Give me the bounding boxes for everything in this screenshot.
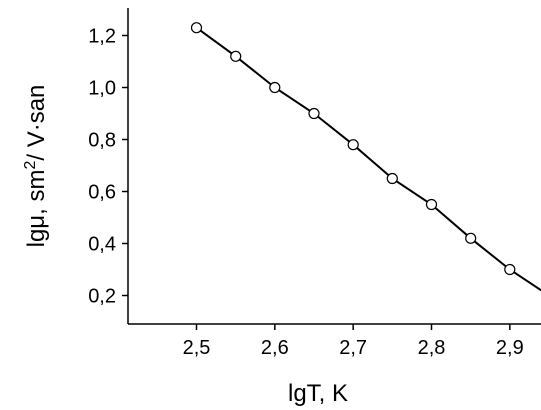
y-tick-label: 0,4 (88, 234, 116, 256)
chart-ticks: 2,5 2,6 2,7 2,8 2,9 0,2 0,4 0,6 0,8 1,0 1,2 (88, 26, 524, 360)
data-point (465, 232, 477, 244)
y-tick-label: 0,2 (88, 286, 116, 308)
x-tick-label: 2,5 (183, 337, 211, 359)
y-axis-title-superscript: 2 (22, 161, 39, 170)
x-tick-label: 2,8 (418, 337, 446, 359)
y-tick-label: 1,0 (88, 78, 116, 100)
y-axis-title: lgμ, sm2/ V·san (22, 85, 50, 248)
x-tick-label: 2,6 (261, 337, 289, 359)
x-tick-label: 2,7 (339, 337, 367, 359)
data-point (386, 172, 398, 185)
y-axis-title-main: lgμ, sm (23, 170, 50, 248)
y-tick-label: 0,8 (88, 130, 116, 152)
data-point (308, 107, 320, 120)
data-point (190, 22, 203, 34)
data-point (230, 50, 242, 62)
chart-axes (127, 8, 541, 325)
y-axis-title-rest: / V·san (23, 85, 50, 161)
data-point (504, 263, 516, 276)
data-point (425, 198, 438, 211)
y-tick-label: 1,2 (88, 26, 116, 48)
data-point (347, 139, 359, 151)
series-line (195, 26, 541, 292)
chart-series (190, 22, 541, 292)
y-tick-label: 0,6 (88, 182, 116, 204)
data-point (269, 81, 281, 94)
x-axis-title: lgT, K (288, 380, 348, 407)
x-tick-label: 2,9 (496, 337, 524, 359)
